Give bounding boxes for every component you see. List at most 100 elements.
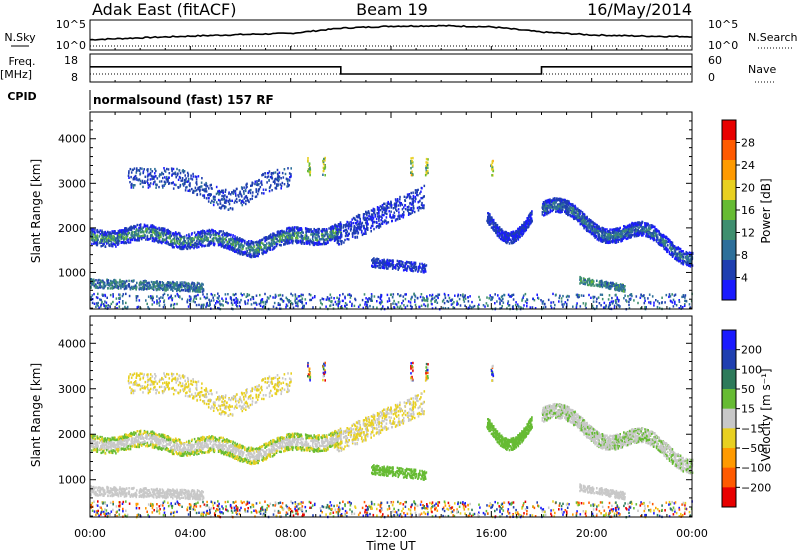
echo-cell (386, 212, 388, 216)
echo-cell (298, 227, 301, 230)
echo-cell (175, 233, 177, 236)
echo-cell (623, 235, 625, 239)
echo-cell (242, 253, 245, 256)
echo-cell (501, 233, 503, 237)
echo-cell (391, 267, 394, 270)
echo-cell (171, 288, 173, 291)
echo-cell (542, 206, 544, 209)
echo-cell (329, 239, 332, 242)
echo-cell (396, 209, 398, 212)
echo-cell (162, 234, 165, 238)
echo-cell (193, 286, 196, 290)
echo-cell (314, 236, 316, 239)
echo-cell (189, 247, 191, 250)
echo-cell (506, 240, 509, 243)
echo-cell (224, 190, 227, 193)
echo-cell (258, 179, 260, 182)
echo-cell (247, 247, 250, 250)
echo-cell (648, 230, 650, 234)
echo-cell (184, 289, 187, 292)
echo-cell (212, 243, 215, 246)
echo-cell (686, 256, 688, 259)
echo-cell (302, 231, 304, 234)
echo-cell (228, 238, 231, 241)
echo-cell (381, 222, 384, 225)
echo-cell (176, 167, 178, 171)
echo-cell (420, 270, 422, 273)
echo-cell (212, 203, 215, 207)
echo-cell (165, 237, 168, 240)
echo-cell (293, 229, 296, 232)
echo-cell (166, 282, 168, 285)
echo-cell (603, 239, 605, 242)
echo-cell (110, 281, 113, 284)
echo-cell (379, 205, 382, 208)
echo-cell (230, 248, 233, 251)
echo-cell (625, 234, 627, 238)
echo-cell (502, 236, 504, 239)
echo-cell (158, 288, 160, 291)
echo-cell (278, 175, 281, 178)
echo-cell (559, 209, 562, 212)
echo-cell (598, 225, 600, 229)
echo-cell (399, 198, 401, 201)
echo-cell (399, 217, 401, 220)
echo-cell (90, 278, 93, 281)
echo-cell (155, 237, 158, 241)
echo-cell (344, 225, 347, 228)
echo-cell (126, 227, 128, 230)
echo-cell (205, 235, 208, 239)
echo-cell (96, 234, 98, 237)
echo-cell (176, 241, 178, 245)
echo-cell (145, 227, 147, 230)
echo-cell (407, 261, 409, 264)
echo-cell (515, 238, 518, 242)
echo-cell (155, 175, 157, 178)
echo-cell (240, 239, 242, 243)
echo-cell (244, 188, 247, 192)
echo-cell (410, 263, 413, 266)
echo-cell (95, 238, 97, 241)
echo-cell (506, 241, 508, 245)
echo-cell (227, 200, 230, 203)
echo-cell (314, 238, 317, 241)
echo-cell (227, 232, 230, 236)
echo-cell (380, 215, 383, 219)
echo-cell (333, 234, 336, 238)
echo-cell (219, 192, 221, 195)
echo-cell (158, 226, 160, 230)
echo-cell (183, 245, 186, 249)
echo-cell (173, 238, 176, 241)
echo-cell (399, 265, 402, 268)
echo-cell (198, 239, 201, 242)
echo-cell (392, 263, 395, 267)
echo-cell (281, 240, 283, 243)
echo-cell (104, 230, 107, 234)
echo-cell (379, 266, 382, 270)
echo-cell (551, 209, 553, 212)
echo-cell (147, 168, 149, 171)
echo-cell (503, 231, 505, 235)
echo-cell (654, 238, 656, 242)
echo-cell (101, 285, 103, 288)
echo-cell (162, 176, 164, 180)
echo-cell (416, 206, 419, 210)
echo-cell (259, 243, 262, 246)
echo-cell (354, 222, 357, 225)
echo-cell (249, 191, 252, 195)
echo-cell (612, 234, 614, 238)
echo-cell (364, 216, 366, 219)
echo-cell (131, 232, 133, 235)
echo-cell (524, 222, 526, 225)
echo-cell (671, 250, 674, 254)
echo-cell (161, 229, 164, 233)
echo-cell (501, 230, 503, 233)
echo-cell (409, 212, 411, 215)
echo-cell (281, 239, 284, 242)
echo-cell (288, 240, 290, 243)
echo-cell (285, 236, 287, 239)
echo-cell (242, 238, 244, 242)
echo-cell (207, 237, 209, 240)
echo-cell (223, 195, 225, 198)
echo-cell (128, 279, 130, 282)
